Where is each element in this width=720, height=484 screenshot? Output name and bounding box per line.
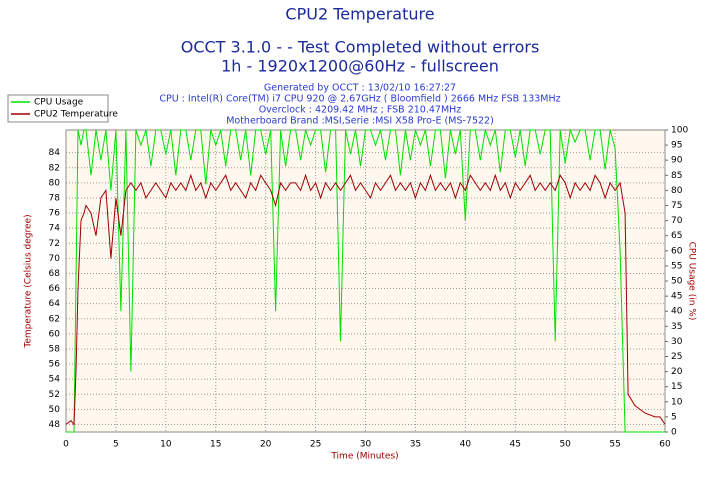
subtitle: OCCT 3.1.0 - - Test Completed without er…: [181, 38, 540, 57]
x-tick-label: 0: [63, 440, 69, 450]
y2-tick-label: 15: [671, 382, 682, 392]
subtitle: 1h - 1920x1200@60Hz - fullscreen: [221, 57, 499, 76]
y-tick-label: 64: [49, 299, 61, 309]
info-line: Generated by OCCT : 13/02/10 16:27:27: [264, 83, 456, 94]
x-tick-label: 10: [160, 440, 172, 450]
y-tick-label: 50: [49, 405, 61, 415]
y-axis-title: Temperature (Celsius degree): [24, 214, 34, 348]
y2-tick-label: 70: [671, 216, 683, 226]
info-line: Motherboard Brand :MSI,Serie :MSI X58 Pr…: [226, 116, 494, 127]
y2-tick-label: 85: [671, 171, 682, 181]
x-tick-label: 25: [310, 440, 321, 450]
x-tick-label: 55: [609, 440, 620, 450]
info-line: CPU : Intel(R) Core(TM) i7 CPU 920 @ 2.6…: [159, 94, 560, 105]
y2-tick-label: 30: [671, 337, 683, 347]
y-tick-label: 52: [49, 390, 60, 400]
y-tick-label: 82: [49, 163, 60, 173]
y-tick-label: 70: [49, 254, 61, 264]
x-axis-title: Time (Minutes): [330, 452, 398, 462]
y2-tick-label: 55: [671, 261, 682, 271]
y2-tick-label: 65: [671, 231, 682, 241]
y2-tick-label: 75: [671, 201, 682, 211]
x-tick-label: 5: [113, 440, 119, 450]
x-tick-label: 45: [510, 440, 521, 450]
y-tick-label: 54: [49, 375, 61, 385]
y2-tick-label: 0: [671, 428, 677, 438]
y2-tick-label: 20: [671, 367, 683, 377]
y-tick-label: 76: [49, 209, 61, 219]
y-tick-label: 80: [49, 178, 61, 188]
series-line: [66, 128, 665, 433]
y-tick-label: 78: [49, 193, 61, 203]
y2-tick-label: 5: [671, 412, 677, 422]
y-tick-label: 58: [49, 344, 61, 354]
x-tick-label: 20: [260, 440, 272, 450]
series-line: [65, 173, 666, 426]
x-tick-label: 50: [559, 440, 571, 450]
y2-tick-label: 25: [671, 352, 682, 362]
x-tick-label: 15: [210, 440, 221, 450]
info-line: Overclock : 4209.42 MHz ; FSB 210.47MHz: [259, 105, 462, 116]
x-tick-label: 35: [410, 440, 421, 450]
y2-tick-label: 10: [671, 397, 683, 407]
x-tick-label: 60: [659, 440, 671, 450]
x-tick-label: 30: [360, 440, 372, 450]
y2-axis-title: CPU Usage (in %): [687, 242, 697, 321]
y-tick-label: 48: [49, 420, 61, 430]
y2-tick-label: 50: [671, 277, 683, 287]
y2-tick-label: 90: [671, 156, 683, 166]
y-tick-label: 60: [49, 329, 61, 339]
y-tick-label: 56: [49, 360, 61, 370]
y-tick-label: 68: [49, 269, 61, 279]
y-tick-label: 62: [49, 314, 60, 324]
chart-title: CPU2 Temperature: [285, 5, 434, 24]
y-tick-label: 66: [49, 284, 61, 294]
y-tick-label: 84: [49, 148, 61, 158]
y2-tick-label: 60: [671, 246, 683, 256]
legend-label: CPU2 Temperature: [34, 110, 118, 120]
y2-tick-label: 95: [671, 141, 682, 151]
y2-tick-label: 35: [671, 322, 682, 332]
y2-tick-label: 100: [671, 126, 688, 136]
legend-label: CPU Usage: [34, 98, 84, 108]
x-tick-label: 40: [460, 440, 472, 450]
y-tick-label: 74: [49, 224, 61, 234]
legend: [7, 94, 109, 123]
y2-tick-label: 45: [671, 292, 682, 302]
y2-tick-label: 80: [671, 186, 683, 196]
y2-tick-label: 40: [671, 307, 683, 317]
y-tick-label: 72: [49, 239, 60, 249]
